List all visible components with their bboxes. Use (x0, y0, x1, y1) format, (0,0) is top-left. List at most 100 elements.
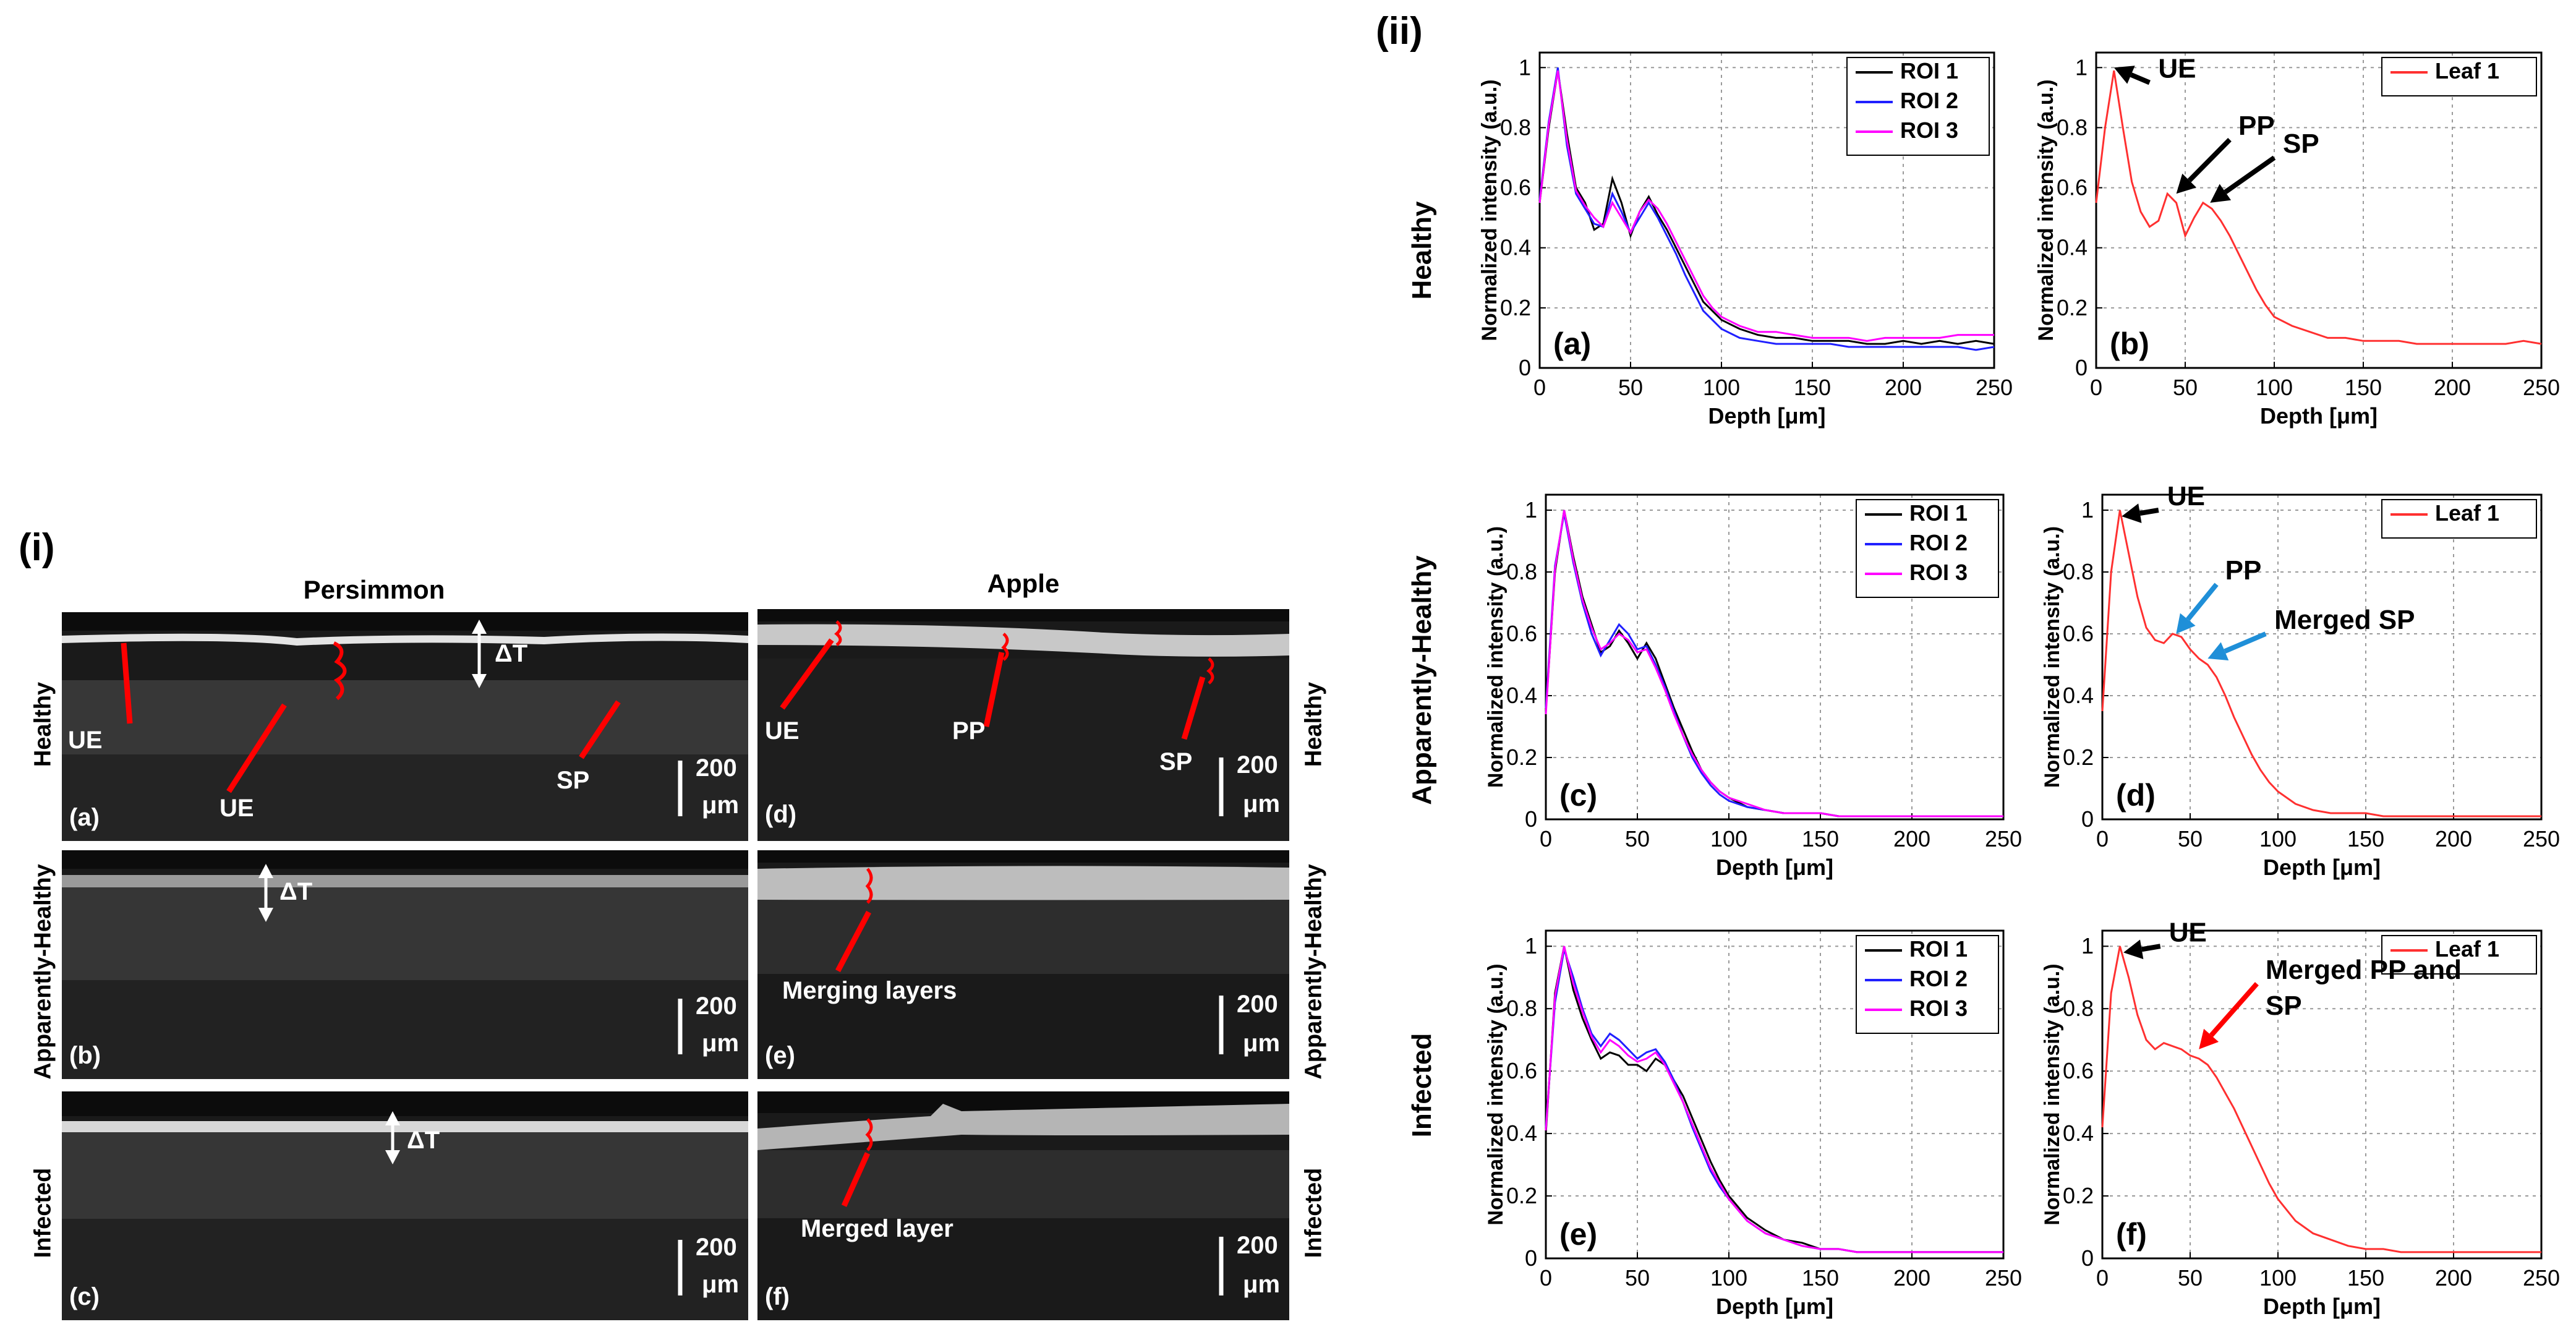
annotation-arrow (2209, 982, 2259, 1037)
y-tick-label: 0.2 (2063, 1183, 2094, 1208)
y-tick-label: 0 (1525, 806, 1537, 832)
x-tick-label: 150 (2347, 1265, 2384, 1291)
chart-b: 0 50 100 150 200 250 0 0.2 0.4 0.6 0.8 1 Depth [μm] N… (2034, 51, 2560, 429)
x-tick-label: 100 (2256, 375, 2293, 400)
col-title-apple: Apple (987, 569, 1060, 598)
x-axis-label: Depth [μm] (1708, 403, 1825, 429)
y-tick-label: 0.6 (1506, 621, 1537, 646)
annotation-label: UE (2167, 481, 2205, 511)
oct-image-b: ΔT 200 μm (b) (62, 850, 748, 1079)
y-tick-label: 0.6 (2057, 175, 2088, 200)
y-axis-label: Normalized intensity (a.u.) (2041, 963, 2064, 1225)
x-tick-label: 250 (2523, 375, 2560, 400)
y-tick-label: 0.6 (2063, 621, 2094, 646)
series-line-roi-1 (1538, 70, 1995, 345)
annotation-label: SP (2283, 129, 2319, 159)
y-tick-label: 1 (1525, 497, 1537, 523)
y-tick-label: 0.8 (1506, 996, 1537, 1021)
x-tick-label: 0 (1540, 1265, 1552, 1291)
sub-label-d: (d) (765, 801, 796, 828)
annotation-label: UE (2158, 54, 2196, 84)
x-tick-label: 200 (2434, 375, 2471, 400)
section-i-label: (i) (19, 526, 55, 569)
annotation-arrowhead (2113, 66, 2135, 84)
annotation-label: Merged SP (2274, 605, 2415, 635)
legend-entry: ROI 2 (1909, 530, 1968, 555)
sp-label: SP (557, 767, 589, 794)
annotation-arrowhead (2123, 939, 2144, 960)
annotation-arrowhead (2176, 173, 2197, 194)
x-tick-label: 200 (1885, 375, 1922, 400)
y-tick-label: 0.4 (2057, 235, 2088, 260)
y-tick-label: 0 (2081, 806, 2094, 832)
oct-image-f: Merged layer 200 μm (f) (757, 1091, 1289, 1320)
legend-entry: ROI 1 (1909, 936, 1968, 962)
oct-image-d: UE PP SP 200 μm (d) (757, 609, 1289, 841)
series-line-roi-3 (1538, 70, 1994, 342)
y-tick-label: 0.2 (2063, 745, 2094, 770)
y-tick-label: 1 (1519, 54, 1531, 80)
panel-label-a: (a) (1553, 326, 1591, 361)
axes-frame (1538, 51, 1995, 369)
annotation-label: PP (2225, 555, 2262, 586)
legend-entry: ROI 2 (1900, 88, 1958, 113)
y-tick-label: 0.2 (1506, 745, 1537, 770)
legend-entry: ROI 3 (1909, 996, 1968, 1021)
axes-frame (1545, 929, 2005, 1260)
dt-label: ΔT (495, 640, 527, 667)
x-tick-label: 0 (1533, 375, 1546, 400)
legend: Leaf 1 (2381, 57, 2537, 96)
annotation-arrowhead (2207, 642, 2229, 660)
annotation-arrow (2224, 631, 2267, 654)
y-tick-label: 0.8 (2063, 996, 2094, 1021)
col-title-persimmon: Persimmon (303, 575, 445, 604)
x-tick-label: 0 (1540, 826, 1552, 851)
x-tick-label: 150 (1802, 1265, 1839, 1291)
chart-a: 0 50 100 150 200 250 0 0.2 0.4 0.6 0.8 1 Depth [μm] N… (1478, 51, 2013, 429)
panel-label-d: (d) (2116, 778, 2156, 813)
x-tick-label: 100 (2259, 826, 2297, 851)
ue-label-mid: UE (220, 795, 254, 822)
panel-label-c: (c) (1559, 778, 1597, 813)
x-tick-label: 50 (1625, 826, 1650, 851)
y-tick-label: 0.8 (1500, 114, 1531, 140)
ue-label-d: UE (765, 717, 800, 745)
dt-label-c: ΔT (407, 1127, 440, 1154)
oct-image-a: ΔT UE UE SP 200 μm (a) (62, 612, 748, 841)
y-tick-label: 0.4 (1500, 235, 1531, 260)
x-tick-label: 0 (2096, 1265, 2109, 1291)
sub-label-f: (f) (765, 1283, 790, 1310)
x-tick-label: 50 (1625, 1265, 1650, 1291)
legend-entry: Leaf 1 (2435, 58, 2499, 83)
x-tick-label: 150 (2345, 375, 2382, 400)
axes-frame (1545, 493, 2005, 821)
y-tick-label: 0 (2075, 355, 2088, 380)
annotation-label: PP (2238, 111, 2275, 141)
x-tick-label: 50 (1618, 375, 1643, 400)
x-tick-label: 100 (1710, 1265, 1747, 1291)
y-tick-label: 0.8 (2057, 114, 2088, 140)
y-axis-label: Normalized intensity (a.u.) (2041, 526, 2064, 788)
scale-value-f: 200 (1237, 1232, 1278, 1259)
y-tick-label: 0.6 (2063, 1058, 2094, 1083)
x-tick-label: 250 (1985, 1265, 2022, 1291)
x-axis-label: Depth [μm] (2263, 1294, 2381, 1319)
x-tick-label: 200 (2435, 1265, 2472, 1291)
legend-entry: Leaf 1 (2435, 500, 2499, 526)
x-tick-label: 100 (1703, 375, 1740, 400)
sub-label-e: (e) (765, 1042, 795, 1069)
x-axis-label: Depth [μm] (1716, 1294, 1833, 1319)
x-tick-label: 100 (1710, 826, 1747, 851)
legend: ROI 1 ROI 2 ROI 3 (1856, 935, 1999, 1034)
y-tick-label: 1 (2081, 933, 2094, 958)
y-tick-label: 0.2 (1500, 295, 1531, 320)
sub-label-a: (a) (69, 804, 100, 831)
scale-value-c: 200 (696, 1234, 737, 1261)
legend-entry: ROI 2 (1909, 966, 1968, 991)
x-axis-label: Depth [μm] (2260, 403, 2378, 429)
annotation-label: SP (2266, 991, 2302, 1021)
y-axis-label: Normalized intensity (a.u.) (1478, 79, 1501, 341)
annotation-arrowhead (2176, 613, 2196, 634)
series-line-roi-3 (1545, 945, 2003, 1253)
y-axis-label: Normalized intensity (a.u.) (2034, 79, 2058, 341)
